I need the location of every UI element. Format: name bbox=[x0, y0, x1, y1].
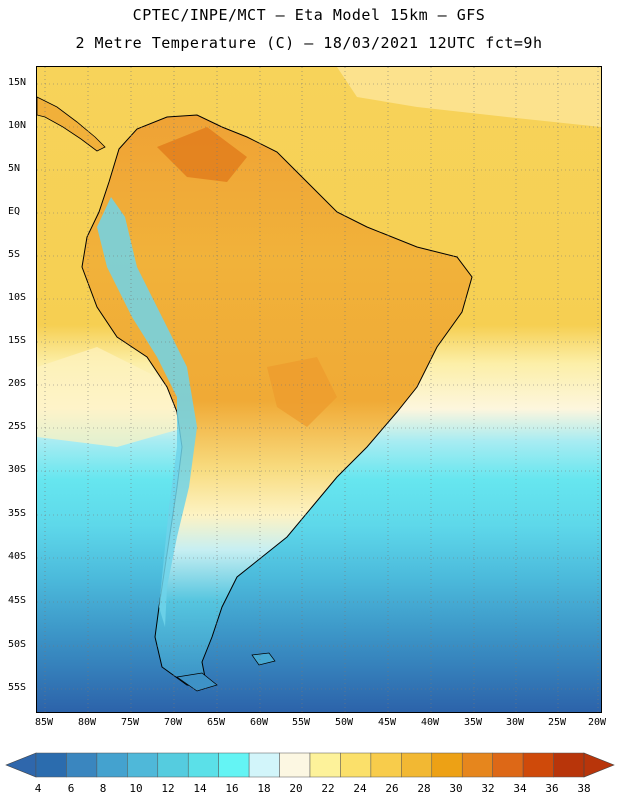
colorbar-bin bbox=[431, 752, 463, 778]
colorbar-bin bbox=[66, 752, 98, 778]
lon-label: 25W bbox=[547, 717, 567, 728]
colorbar-tick-label: 14 bbox=[193, 782, 207, 795]
colorbar-low-arrow bbox=[5, 752, 37, 778]
venezuela-hot-spot bbox=[157, 127, 247, 182]
lon-label: 50W bbox=[334, 717, 354, 728]
colorbar-bin bbox=[35, 752, 67, 778]
lat-label: 25S bbox=[8, 421, 27, 432]
colorbar-tick-label: 38 bbox=[577, 782, 591, 795]
lat-label: 15S bbox=[8, 335, 27, 346]
lon-label: 70W bbox=[163, 717, 183, 728]
central-america bbox=[37, 96, 106, 152]
temperature-colorbar bbox=[5, 752, 615, 778]
andes-cold-ridge bbox=[97, 197, 197, 627]
lat-label: 10N bbox=[8, 120, 27, 131]
colorbar-bin bbox=[279, 752, 311, 778]
colorbar-bin bbox=[340, 752, 372, 778]
colorbar-bin bbox=[157, 752, 189, 778]
chart-title: CPTEC/INPE/MCT – Eta Model 15km – GFS bbox=[132, 6, 486, 24]
colorbar-tick-label: 18 bbox=[257, 782, 271, 795]
lat-label: 5S bbox=[8, 249, 21, 260]
lon-label: 60W bbox=[249, 717, 269, 728]
colorbar-bin bbox=[187, 752, 219, 778]
tierra-del-fuego bbox=[176, 672, 218, 692]
map-canvas bbox=[37, 67, 601, 712]
lon-label: 20W bbox=[587, 717, 607, 728]
lat-label: 10S bbox=[8, 292, 27, 303]
colorbar-bin bbox=[522, 752, 554, 778]
colorbar-tick-label: 10 bbox=[129, 782, 143, 795]
colorbar-bin bbox=[401, 752, 433, 778]
colorbar-bin bbox=[492, 752, 524, 778]
colorbar-tick-label: 20 bbox=[289, 782, 303, 795]
lon-label: 35W bbox=[463, 717, 483, 728]
lon-label: 65W bbox=[206, 717, 226, 728]
lat-label: 20S bbox=[8, 378, 27, 389]
chart-subtitle: 2 Metre Temperature (C) – 18/03/2021 12U… bbox=[75, 34, 543, 52]
colorbar-bin bbox=[461, 752, 493, 778]
lat-label: 5N bbox=[8, 163, 21, 174]
pacific-cool-zone bbox=[37, 347, 187, 447]
colorbar-tick-label: 8 bbox=[99, 782, 107, 795]
colorbar-tick-label: 16 bbox=[225, 782, 239, 795]
colorbar-bin bbox=[553, 752, 585, 778]
lat-label: 35S bbox=[8, 508, 27, 519]
colorbar-bins bbox=[35, 752, 585, 778]
lat-label: 55S bbox=[8, 682, 27, 693]
lon-label: 75W bbox=[120, 717, 140, 728]
colorbar-tick-label: 4 bbox=[34, 782, 42, 795]
lon-label: 40W bbox=[420, 717, 440, 728]
caribbean-warm-zone bbox=[337, 67, 601, 127]
lat-label: 40S bbox=[8, 551, 27, 562]
colorbar-bin bbox=[370, 752, 402, 778]
colorbar-tick-label: 28 bbox=[417, 782, 431, 795]
colorbar-tick-label: 32 bbox=[481, 782, 495, 795]
lon-label: 85W bbox=[34, 717, 54, 728]
colorbar-tick-label: 34 bbox=[513, 782, 527, 795]
colorbar-tick-label: 26 bbox=[385, 782, 399, 795]
lon-label: 80W bbox=[77, 717, 97, 728]
colorbar-bin bbox=[127, 752, 159, 778]
colorbar-tick-label: 6 bbox=[67, 782, 75, 795]
colorbar-tick-label: 22 bbox=[321, 782, 335, 795]
colorbar-bin bbox=[218, 752, 250, 778]
colorbar-bin bbox=[96, 752, 128, 778]
lat-label: 30S bbox=[8, 464, 27, 475]
temperature-map[interactable] bbox=[36, 66, 602, 713]
falkland-islands bbox=[251, 652, 276, 666]
colorbar-tick-label: 12 bbox=[161, 782, 175, 795]
lat-label: EQ bbox=[8, 206, 21, 217]
colorbar-high-arrow bbox=[583, 752, 615, 778]
lat-label: 45S bbox=[8, 595, 27, 606]
colorbar-tick-label: 24 bbox=[353, 782, 367, 795]
colorbar-tick-label: 30 bbox=[449, 782, 463, 795]
lon-label: 30W bbox=[505, 717, 525, 728]
lat-label: 15N bbox=[8, 77, 27, 88]
lat-label: 50S bbox=[8, 639, 27, 650]
colorbar-tick-label: 36 bbox=[545, 782, 559, 795]
colorbar-bin bbox=[248, 752, 280, 778]
lon-label: 45W bbox=[377, 717, 397, 728]
lon-label: 55W bbox=[291, 717, 311, 728]
colorbar-bin bbox=[309, 752, 341, 778]
